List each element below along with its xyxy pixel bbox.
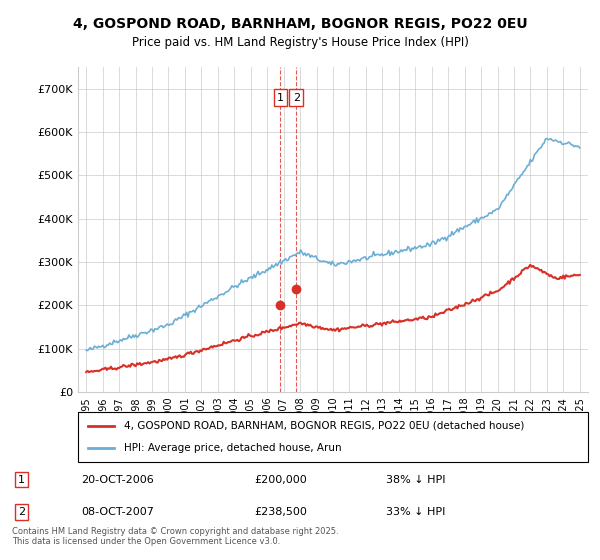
Text: 38% ↓ HPI: 38% ↓ HPI [386, 474, 446, 484]
Text: 08-OCT-2007: 08-OCT-2007 [81, 507, 154, 517]
Text: £200,000: £200,000 [254, 474, 307, 484]
Text: 20-OCT-2006: 20-OCT-2006 [81, 474, 154, 484]
Text: 33% ↓ HPI: 33% ↓ HPI [386, 507, 446, 517]
Text: Contains HM Land Registry data © Crown copyright and database right 2025.
This d: Contains HM Land Registry data © Crown c… [12, 526, 338, 546]
Text: Price paid vs. HM Land Registry's House Price Index (HPI): Price paid vs. HM Land Registry's House … [131, 36, 469, 49]
Text: 1: 1 [18, 474, 25, 484]
Text: 4, GOSPOND ROAD, BARNHAM, BOGNOR REGIS, PO22 0EU: 4, GOSPOND ROAD, BARNHAM, BOGNOR REGIS, … [73, 17, 527, 31]
Text: HPI: Average price, detached house, Arun: HPI: Average price, detached house, Arun [124, 443, 341, 453]
Text: £238,500: £238,500 [254, 507, 307, 517]
Text: 4, GOSPOND ROAD, BARNHAM, BOGNOR REGIS, PO22 0EU (detached house): 4, GOSPOND ROAD, BARNHAM, BOGNOR REGIS, … [124, 421, 524, 431]
FancyBboxPatch shape [78, 412, 588, 462]
Text: 2: 2 [293, 92, 300, 102]
Text: 2: 2 [18, 507, 25, 517]
Text: 1: 1 [277, 92, 284, 102]
